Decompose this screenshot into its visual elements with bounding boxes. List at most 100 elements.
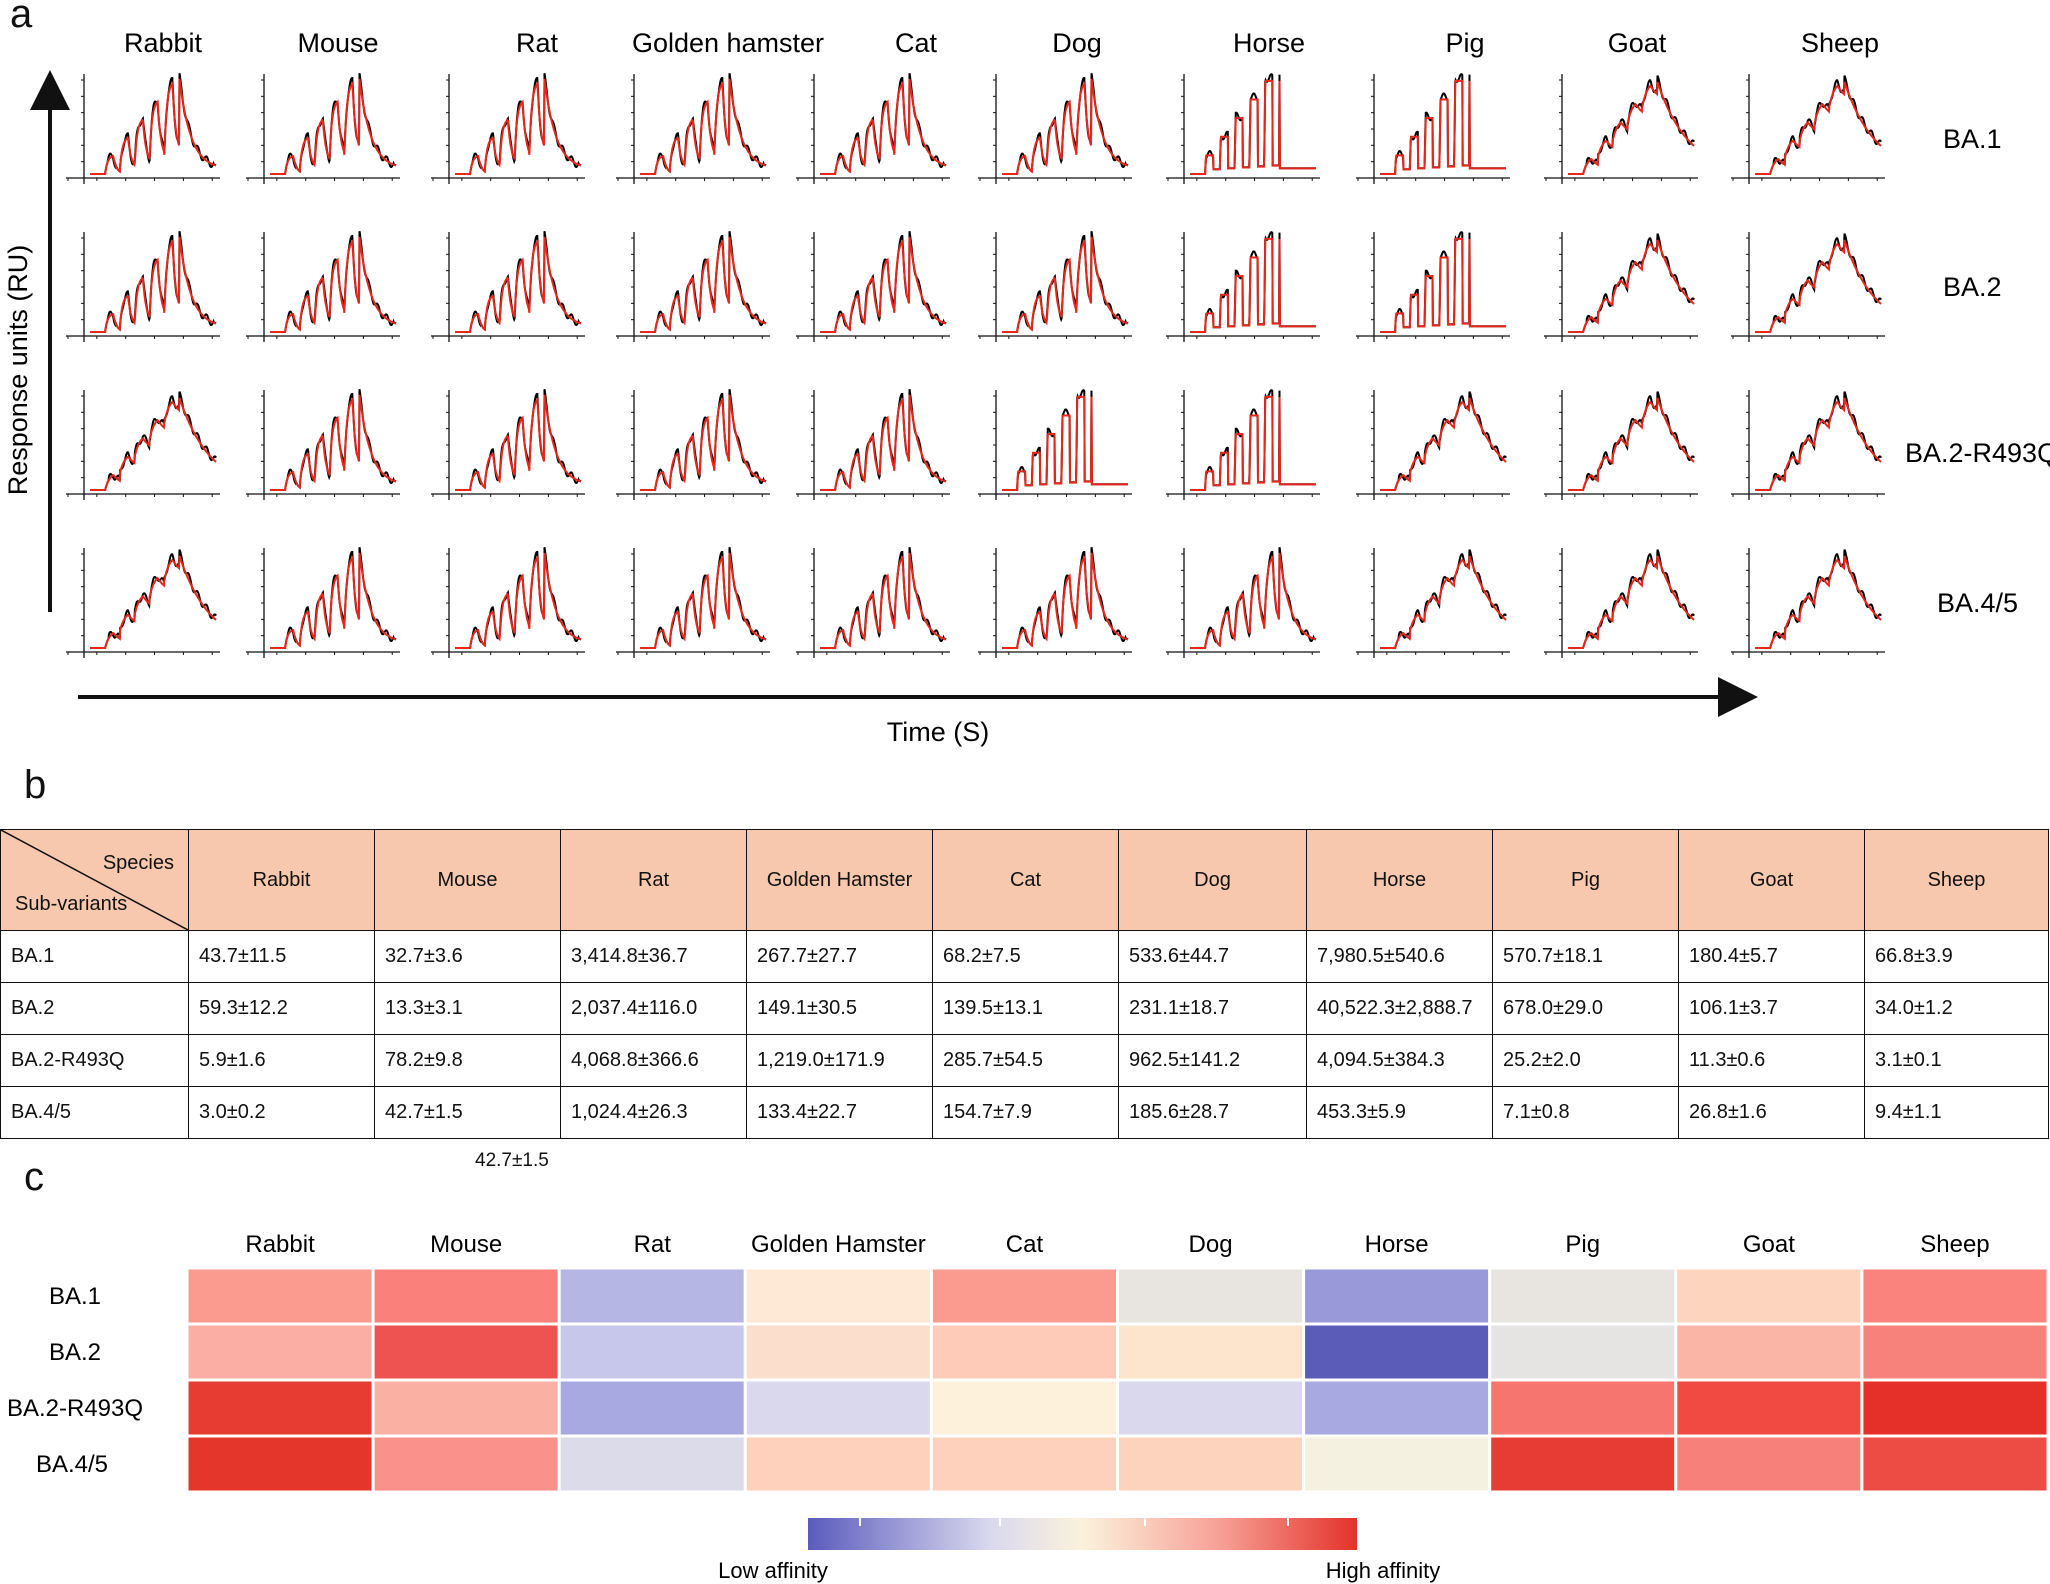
colorbar-high-label: High affinity bbox=[1326, 1558, 1441, 1583]
fit-curve bbox=[1755, 81, 1882, 175]
species-header: Cat bbox=[895, 28, 938, 58]
y-axis-label: Response units (RU) bbox=[3, 245, 33, 496]
spr-subplot bbox=[796, 231, 950, 342]
heatmap-row-label: BA.2 bbox=[49, 1339, 101, 1366]
table-cell: 1,024.4±26.3 bbox=[560, 1086, 747, 1139]
species-header: Pig bbox=[1445, 28, 1484, 58]
spr-subplot bbox=[1731, 232, 1885, 342]
table-cell: 2,037.4±116.0 bbox=[560, 982, 747, 1035]
spr-subplot bbox=[66, 231, 220, 342]
corner-diagonal bbox=[1, 830, 188, 930]
heatmap-cell bbox=[557, 1266, 747, 1326]
fit-curve bbox=[270, 394, 397, 491]
fit-curve bbox=[270, 78, 397, 175]
column-header-rabbit: Rabbit bbox=[188, 829, 375, 931]
spr-subplot bbox=[978, 73, 1132, 184]
species-header: Dog bbox=[1052, 28, 1102, 58]
spr-subplot bbox=[1356, 231, 1510, 342]
fit-curve bbox=[455, 552, 582, 649]
fit-curve bbox=[820, 552, 947, 649]
fit-curve bbox=[90, 78, 217, 175]
row-header: BA.2-R493Q bbox=[0, 1034, 189, 1087]
fit-curve bbox=[1755, 239, 1882, 333]
heatmap-cell bbox=[557, 1378, 747, 1438]
panel-label-c: c bbox=[24, 1155, 44, 1199]
column-header-rat: Rat bbox=[560, 829, 747, 931]
heatmap-cell bbox=[1674, 1322, 1864, 1382]
species-header: Rabbit bbox=[124, 28, 203, 58]
spr-subplot bbox=[1731, 548, 1885, 658]
heatmap-cell bbox=[1488, 1378, 1678, 1438]
fit-curve bbox=[90, 397, 217, 491]
table-cell: 34.0±1.2 bbox=[1864, 982, 2049, 1035]
table-cell: 3,414.8±36.7 bbox=[560, 930, 747, 983]
panel-label-a: a bbox=[10, 0, 33, 36]
heatmap-cell bbox=[1860, 1322, 2050, 1382]
table-cell: 7.1±0.8 bbox=[1492, 1086, 1679, 1139]
fit-curve bbox=[1190, 552, 1317, 649]
spr-subplot bbox=[66, 390, 220, 500]
heatmap-row-label: BA.1 bbox=[49, 1283, 101, 1310]
fit-curve bbox=[455, 394, 582, 491]
row-header: BA.1 bbox=[0, 930, 189, 983]
heatmap-cell bbox=[1674, 1378, 1864, 1438]
heatmap-cell bbox=[1860, 1266, 2050, 1326]
measured-curve bbox=[1755, 75, 1882, 175]
heatmap-cell bbox=[1116, 1322, 1306, 1382]
spr-subplot bbox=[1356, 390, 1510, 500]
measured-curve bbox=[1380, 391, 1507, 491]
fit-curve bbox=[640, 552, 767, 649]
corner-species-label: Species bbox=[102, 852, 174, 874]
spr-subplot bbox=[978, 231, 1132, 342]
spr-subplot bbox=[246, 231, 400, 342]
fit-curve bbox=[1568, 239, 1695, 333]
species-header: Goat bbox=[1608, 28, 1667, 58]
spr-subplot bbox=[1166, 389, 1320, 500]
table-cell: 40,522.3±2,888.7 bbox=[1306, 982, 1493, 1035]
spr-subplot bbox=[616, 73, 770, 184]
heatmap-column-label: Golden Hamster bbox=[751, 1231, 926, 1258]
fit-curve bbox=[90, 555, 217, 649]
table-cell: 3.0±0.2 bbox=[188, 1086, 375, 1139]
heatmap-column-label: Sheep bbox=[1920, 1231, 1989, 1258]
row-header: BA.2 bbox=[0, 982, 189, 1035]
heatmap-column-label: Mouse bbox=[430, 1231, 502, 1258]
table-cell: 133.4±22.7 bbox=[746, 1086, 933, 1139]
heatmap-column-label: Pig bbox=[1565, 1231, 1600, 1258]
column-header-golden-hamster: Golden Hamster bbox=[746, 829, 933, 931]
measured-curve bbox=[1568, 549, 1695, 649]
fit-curve bbox=[1190, 395, 1316, 491]
row-header: BA.4/5 bbox=[0, 1086, 189, 1139]
heatmap-cell bbox=[185, 1434, 375, 1494]
fit-curve bbox=[820, 78, 947, 175]
measured-curve bbox=[1755, 549, 1882, 649]
heatmap-cell bbox=[1488, 1266, 1678, 1326]
heatmap-cell bbox=[185, 1266, 375, 1326]
heatmap-cell bbox=[371, 1378, 561, 1438]
table-cell: 5.9±1.6 bbox=[188, 1034, 375, 1087]
table-row: BA.1 43.7±11.5 32.7±3.6 3,414.8±36.7 267.7±2… bbox=[0, 930, 2049, 983]
measured-curve bbox=[1568, 391, 1695, 491]
colorbar-low-label: Low affinity bbox=[718, 1558, 828, 1583]
table-cell: 4,068.8±366.6 bbox=[560, 1034, 747, 1087]
table-cell: 42.7±1.5 bbox=[374, 1086, 561, 1139]
fit-curve bbox=[1002, 78, 1129, 175]
heatmap-cell bbox=[185, 1378, 375, 1438]
species-header: Horse bbox=[1233, 28, 1305, 58]
species-header: Rat bbox=[516, 28, 559, 58]
variant-row-label: BA.4/5 bbox=[1937, 588, 2018, 618]
heatmap-cell bbox=[1302, 1266, 1492, 1326]
fit-curve bbox=[1380, 79, 1506, 175]
fit-curve bbox=[1190, 237, 1316, 333]
spr-subplot bbox=[1166, 73, 1320, 184]
spr-subplot bbox=[796, 547, 950, 658]
heatmap-cell bbox=[1302, 1434, 1492, 1494]
table-corner-cell: Species Sub-variants bbox=[0, 829, 189, 931]
stray-value-label: 42.7±1.5 bbox=[475, 1150, 549, 1171]
fit-curve bbox=[455, 78, 582, 175]
heatmap-cell bbox=[1674, 1266, 1864, 1326]
measured-curve bbox=[1190, 389, 1316, 491]
heatmap-cell bbox=[743, 1322, 933, 1382]
colorbar-ticks bbox=[859, 1518, 1289, 1526]
